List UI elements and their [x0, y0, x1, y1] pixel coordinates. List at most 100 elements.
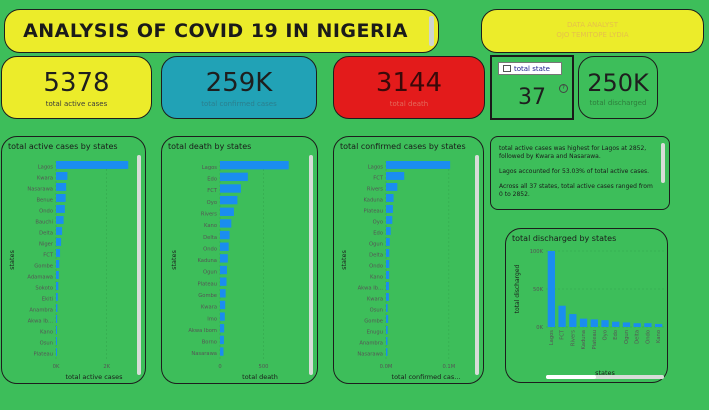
- kpi-confirmed-value: 259K: [205, 67, 273, 98]
- y-tick-label: Kaduna: [363, 197, 383, 203]
- x-tick-label: Kano: [656, 330, 662, 343]
- bar: [56, 227, 63, 235]
- bar: [220, 324, 225, 333]
- y-tick-label: Benue: [36, 197, 53, 203]
- bar: [220, 161, 289, 170]
- y-tick-label: Borno: [202, 340, 217, 346]
- y-tick-label: Niger: [39, 241, 54, 247]
- bar: [56, 161, 129, 169]
- y-tick-label: FCT: [207, 188, 218, 194]
- y-tick-label: Anambra: [29, 307, 53, 313]
- bar: [56, 205, 65, 213]
- bar: [386, 337, 388, 345]
- x-tick-label: Rivers: [570, 330, 576, 346]
- y-tick-label: Edo: [207, 177, 217, 183]
- bar: [622, 322, 631, 327]
- chart-scrollbar[interactable]: [309, 155, 313, 375]
- y-tick-label: Plateau: [34, 351, 53, 357]
- bar: [56, 293, 58, 301]
- analyst-card: DATA ANALYST OJO TEMITOPE LYDIA: [481, 9, 704, 53]
- bar: [220, 312, 225, 321]
- chart-scrollbar[interactable]: [137, 155, 141, 375]
- x-axis-label: total death: [242, 373, 278, 381]
- bar: [56, 238, 62, 246]
- x-tick-label: Ogun: [624, 330, 630, 344]
- x-tick-label: 2K: [103, 364, 110, 370]
- y-tick-label: Lagos: [38, 164, 54, 170]
- bar: [644, 323, 652, 327]
- state-slicer[interactable]: total state: [498, 62, 562, 75]
- y-axis-label: states: [340, 249, 348, 269]
- chart-h-scrollbar[interactable]: [546, 375, 664, 379]
- analyst-name: OJO TEMITOPE LYDIA: [556, 31, 629, 39]
- bar: [590, 319, 598, 327]
- kpi-confirmed-cases: 259K total confirmed cases: [161, 56, 317, 119]
- y-tick-label: Delta: [39, 230, 53, 236]
- kpi-death-value: 3144: [375, 67, 443, 98]
- bar: [558, 305, 566, 327]
- bar: [579, 318, 588, 327]
- analyst-role: DATA ANALYST: [566, 21, 619, 29]
- y-tick-label: Delta: [369, 252, 383, 258]
- narrative-scrollbar[interactable]: [661, 143, 665, 183]
- bar: [220, 289, 226, 298]
- y-tick-label: Ondo: [39, 208, 53, 214]
- bar: [220, 195, 238, 205]
- bar: [386, 205, 393, 213]
- bar: [386, 194, 394, 202]
- y-axis-label: states: [8, 249, 16, 269]
- y-tick-label: Oyo: [373, 219, 383, 225]
- y-tick-label: Sokoto: [35, 285, 53, 291]
- dashboard-title: ANALYSIS OF COVID 19 IN NIGERIA: [23, 20, 408, 42]
- y-tick-label: Ondo: [369, 263, 383, 269]
- y-tick-label: Gombe: [198, 293, 217, 299]
- x-tick-label: Kaduna: [581, 330, 587, 350]
- bar: [56, 172, 68, 180]
- narrative-text: Across all 37 states, total active cases…: [499, 183, 653, 198]
- bar: [386, 238, 390, 246]
- chart-title: total death by states: [168, 142, 252, 151]
- x-tick-label: Oyo: [603, 330, 609, 340]
- x-tick-label: 0K: [53, 364, 60, 370]
- bar: [386, 304, 388, 312]
- bar: [56, 183, 67, 191]
- bar: [386, 249, 390, 257]
- x-tick-label: FCT: [560, 329, 566, 340]
- y-tick-label: Akwa Ib...: [358, 285, 384, 291]
- bar: [569, 314, 577, 327]
- y-tick-label: Plateau: [364, 208, 383, 214]
- bar: [220, 172, 248, 182]
- info-icon[interactable]: ?: [559, 84, 568, 93]
- bar: [56, 271, 59, 279]
- kpi-confirmed-label: total confirmed cases: [201, 99, 277, 108]
- y-tick-label: Oyo: [207, 200, 217, 206]
- chart-title: total discharged by states: [512, 234, 617, 243]
- chart-title: total confirmed cases by states: [340, 142, 466, 151]
- bar: [633, 323, 641, 327]
- title-scrollbar[interactable]: [429, 16, 434, 46]
- chart-scrollbar[interactable]: [475, 155, 479, 375]
- kpi-discharged-value: 250K: [587, 68, 649, 97]
- bar: [220, 219, 232, 228]
- y-tick-label: FCT: [43, 252, 54, 258]
- bar: [56, 326, 57, 334]
- bar: [386, 216, 393, 224]
- x-tick-label: 0.1M: [442, 364, 455, 370]
- bar: [56, 249, 61, 257]
- smart-narrative: total active cases was highest for Lagos…: [490, 136, 670, 210]
- y-tick-label: Gombe: [34, 263, 53, 269]
- kpi-total-states: total state ? 37: [490, 55, 574, 120]
- chart-svg: Lagos FCT Rivers Kaduna Plateau Oyo Edo Ogun Del…: [340, 161, 460, 381]
- kpi-active-label: total active cases: [45, 99, 108, 108]
- bar: [220, 207, 234, 216]
- y-tick-label: Edo: [373, 230, 383, 236]
- x-tick-label: Ondo: [645, 330, 651, 344]
- dashboard-title-card: ANALYSIS OF COVID 19 IN NIGERIA: [4, 9, 439, 53]
- bar: [220, 230, 230, 240]
- kpi-total-death: 3144 total death: [333, 56, 485, 119]
- y-tick-label: Osun: [40, 340, 53, 346]
- y-tick-label: FCT: [373, 175, 384, 181]
- y-tick-label: Ondo: [203, 246, 217, 252]
- chart-h-scroll-thumb[interactable]: [546, 375, 596, 379]
- y-tick-label: Plateau: [198, 281, 217, 287]
